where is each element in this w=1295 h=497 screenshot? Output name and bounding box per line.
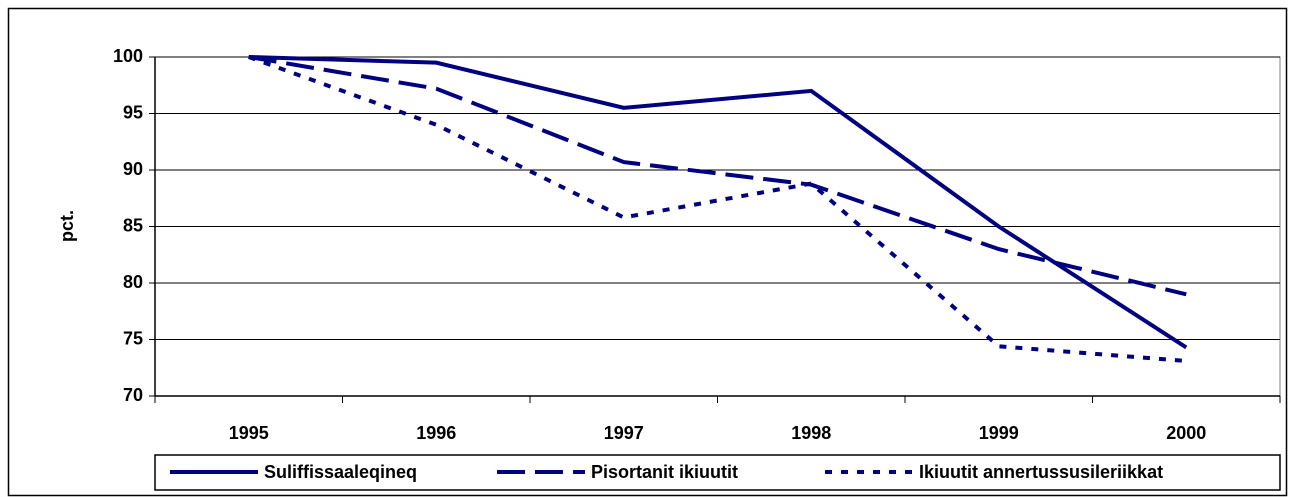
x-tick-label: 1997 (604, 423, 644, 443)
y-axis-label: pct. (57, 210, 77, 242)
x-tick-label: 1996 (416, 423, 456, 443)
y-tick-label: 100 (113, 46, 143, 66)
series-line (248, 55, 1187, 297)
legend-label: Suliffissaaleqineq (264, 462, 417, 482)
x-tick-label: 1998 (791, 423, 831, 443)
legend-label: Pisortanit ikiuutit (591, 462, 738, 482)
x-tick-label: 1999 (979, 423, 1019, 443)
series-line (248, 55, 1188, 350)
legend-box (154, 454, 1281, 491)
legend-label: Ikiuutit annertussusileriikkat (919, 462, 1163, 482)
series-line (248, 55, 1187, 363)
y-tick-label: 80 (123, 272, 143, 292)
y-tick-label: 75 (123, 328, 143, 348)
x-tick-label: 1995 (229, 423, 269, 443)
y-tick-label: 90 (123, 159, 143, 179)
y-tick-label: 85 (123, 215, 143, 235)
y-tick-label: 70 (123, 385, 143, 405)
y-tick-label: 95 (123, 102, 143, 122)
x-tick-label: 2000 (1166, 423, 1206, 443)
